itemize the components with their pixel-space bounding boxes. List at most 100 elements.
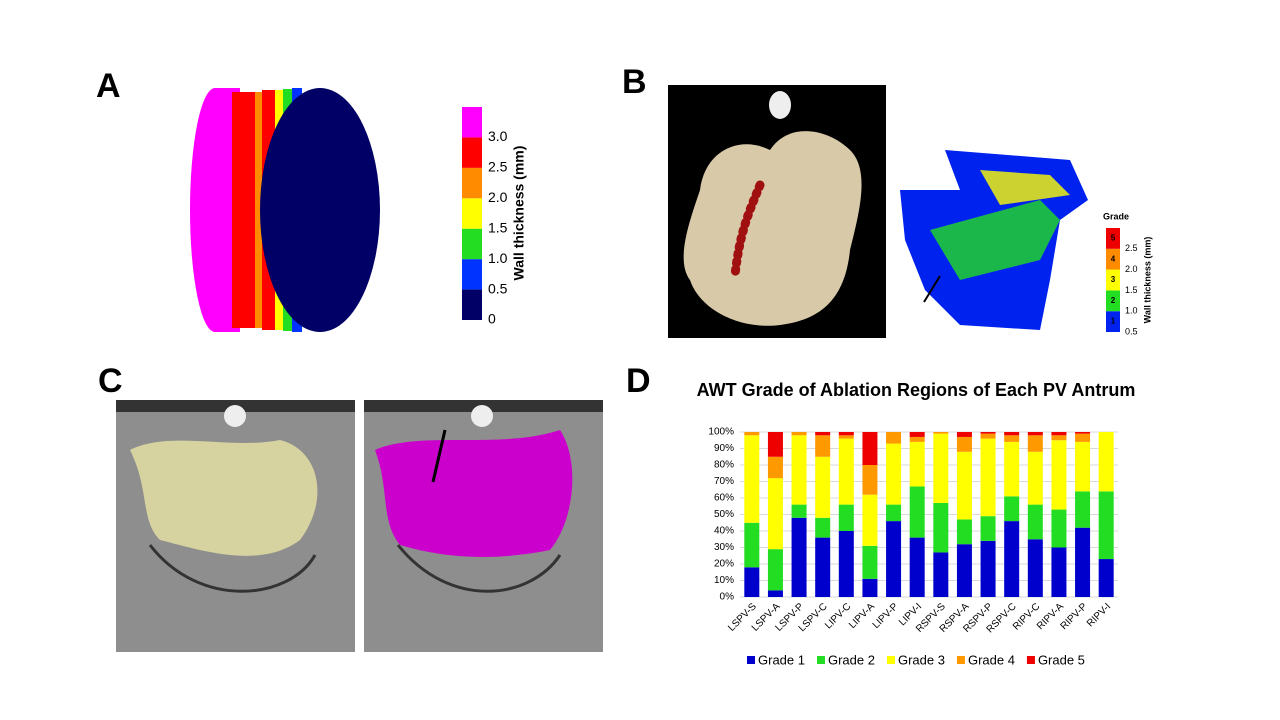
colorbar-label: Wall thickness (mm) <box>1142 237 1152 324</box>
map-patch <box>930 200 1060 280</box>
chart: 0%10%20%30%40%50%60%70%80%90%100%LSPV-SL… <box>708 427 1118 667</box>
bar-segment <box>767 590 783 597</box>
bar-segment <box>956 432 972 437</box>
colorbar-tick-label: 0.5 <box>488 280 508 296</box>
legend-swatch <box>956 656 965 664</box>
grade-label: 2 <box>1111 296 1116 305</box>
bar-segment <box>791 517 807 597</box>
cylinder-image <box>190 88 380 332</box>
bar-segment <box>1051 432 1067 436</box>
bar-segment <box>956 519 972 545</box>
panel-label: D <box>626 362 651 400</box>
panel-label: A <box>96 67 121 105</box>
colorbar-tick-label: 1.0 <box>488 250 508 266</box>
colorbar-band <box>462 228 482 260</box>
bar-segment <box>838 435 854 439</box>
bar-segment <box>744 432 760 436</box>
bar-segment <box>886 432 902 444</box>
colorbar: 1 2 3 4 5 0.5 1.0 1.5 2.0 2.5 <box>1106 228 1138 336</box>
colorbar-tick-label: 1.5 <box>488 219 508 235</box>
orientation-icon <box>769 91 791 119</box>
bar-segment <box>1051 509 1067 548</box>
bar-segment <box>744 522 760 568</box>
colorbar-tick-label: 2.5 <box>1125 243 1138 253</box>
bar-segment <box>980 540 996 597</box>
bar-segment <box>1027 435 1043 452</box>
colorbar-tick-label: 3.0 <box>488 128 508 144</box>
bar-segment <box>1027 539 1043 597</box>
bar-segment <box>1075 491 1091 528</box>
arrow <box>923 275 941 303</box>
bar-segment <box>815 517 831 538</box>
y-tick-label: 80% <box>714 460 734 471</box>
x-tick-label: RIPV-I <box>1085 601 1113 629</box>
bar-segment <box>791 432 807 436</box>
bar-segment <box>886 521 902 597</box>
bar-segment <box>862 545 878 579</box>
bar-segment <box>838 432 854 436</box>
bar-segment <box>909 486 925 538</box>
x-tick-label: LIPV-C <box>823 601 853 631</box>
legend-swatch <box>747 656 755 664</box>
colorbar-band <box>1106 228 1120 249</box>
colorbar-band <box>1106 269 1120 291</box>
x-tick-label: LIPV-P <box>871 601 901 631</box>
bar-segment <box>956 436 972 452</box>
colorbar-band <box>1106 311 1120 332</box>
legend-label: Grade 5 <box>1038 652 1085 667</box>
bar-segment <box>1004 521 1020 597</box>
legend-swatch <box>816 656 825 664</box>
bar-segment <box>980 432 996 434</box>
colorbar-tick-label: 2.0 <box>1125 264 1138 274</box>
colorbar-tick-label: 2.0 <box>488 189 508 205</box>
bar-segment <box>1098 559 1114 597</box>
bar-segment <box>1098 491 1114 560</box>
colorbar: 0 0.5 1.0 1.5 2.0 2.5 3.0 <box>462 107 508 327</box>
grade-label: 1 <box>1111 317 1116 326</box>
bar-segment <box>886 443 902 505</box>
bar-segment <box>791 435 807 505</box>
y-tick-label: 30% <box>714 542 734 553</box>
bar-segment <box>956 544 972 597</box>
bar-segment <box>767 549 783 591</box>
colorbar-tick-label: 0 <box>488 311 496 327</box>
colorbar-title: Grade <box>1103 211 1129 221</box>
colorbar-tick-label: 1.0 <box>1125 306 1138 316</box>
colorbar-band <box>462 107 482 138</box>
bar-segment <box>1004 441 1020 497</box>
legend-label: Grade 2 <box>828 652 875 667</box>
bar-segment <box>1051 435 1067 441</box>
bar-segment <box>862 432 878 465</box>
bar-segment <box>862 494 878 546</box>
fluoro-left <box>116 400 355 652</box>
bar-segment <box>956 451 972 520</box>
y-tick-label: 40% <box>714 526 734 537</box>
colorbar-band <box>462 289 482 320</box>
bar-segment <box>909 441 925 487</box>
y-tick-label: 70% <box>714 476 734 487</box>
legend-label: Grade 1 <box>758 652 805 667</box>
bar-segment <box>933 432 949 434</box>
map-patch <box>980 170 1070 205</box>
bar-segment <box>1027 451 1043 505</box>
bar-segment <box>909 537 925 597</box>
bar-segment <box>980 516 996 541</box>
bar-segment <box>1004 435 1020 442</box>
bar-segment <box>933 502 949 553</box>
colorbar-band <box>1106 248 1120 270</box>
bar-segment <box>909 436 925 442</box>
bar-segment <box>1004 496 1020 522</box>
bar-segment <box>933 552 949 597</box>
bar-segment <box>1075 433 1091 442</box>
bar-segment <box>1051 547 1067 597</box>
panel-label: B <box>622 63 647 101</box>
bar-segment <box>862 578 878 597</box>
grade-label: 5 <box>1111 234 1116 243</box>
bar-segment <box>815 435 831 457</box>
bar-segment <box>838 531 854 597</box>
bar-segment <box>1027 504 1043 540</box>
colorbar-tick-label: 0.5 <box>1125 326 1138 336</box>
heart-shape <box>683 131 862 326</box>
bar-segment <box>815 537 831 597</box>
